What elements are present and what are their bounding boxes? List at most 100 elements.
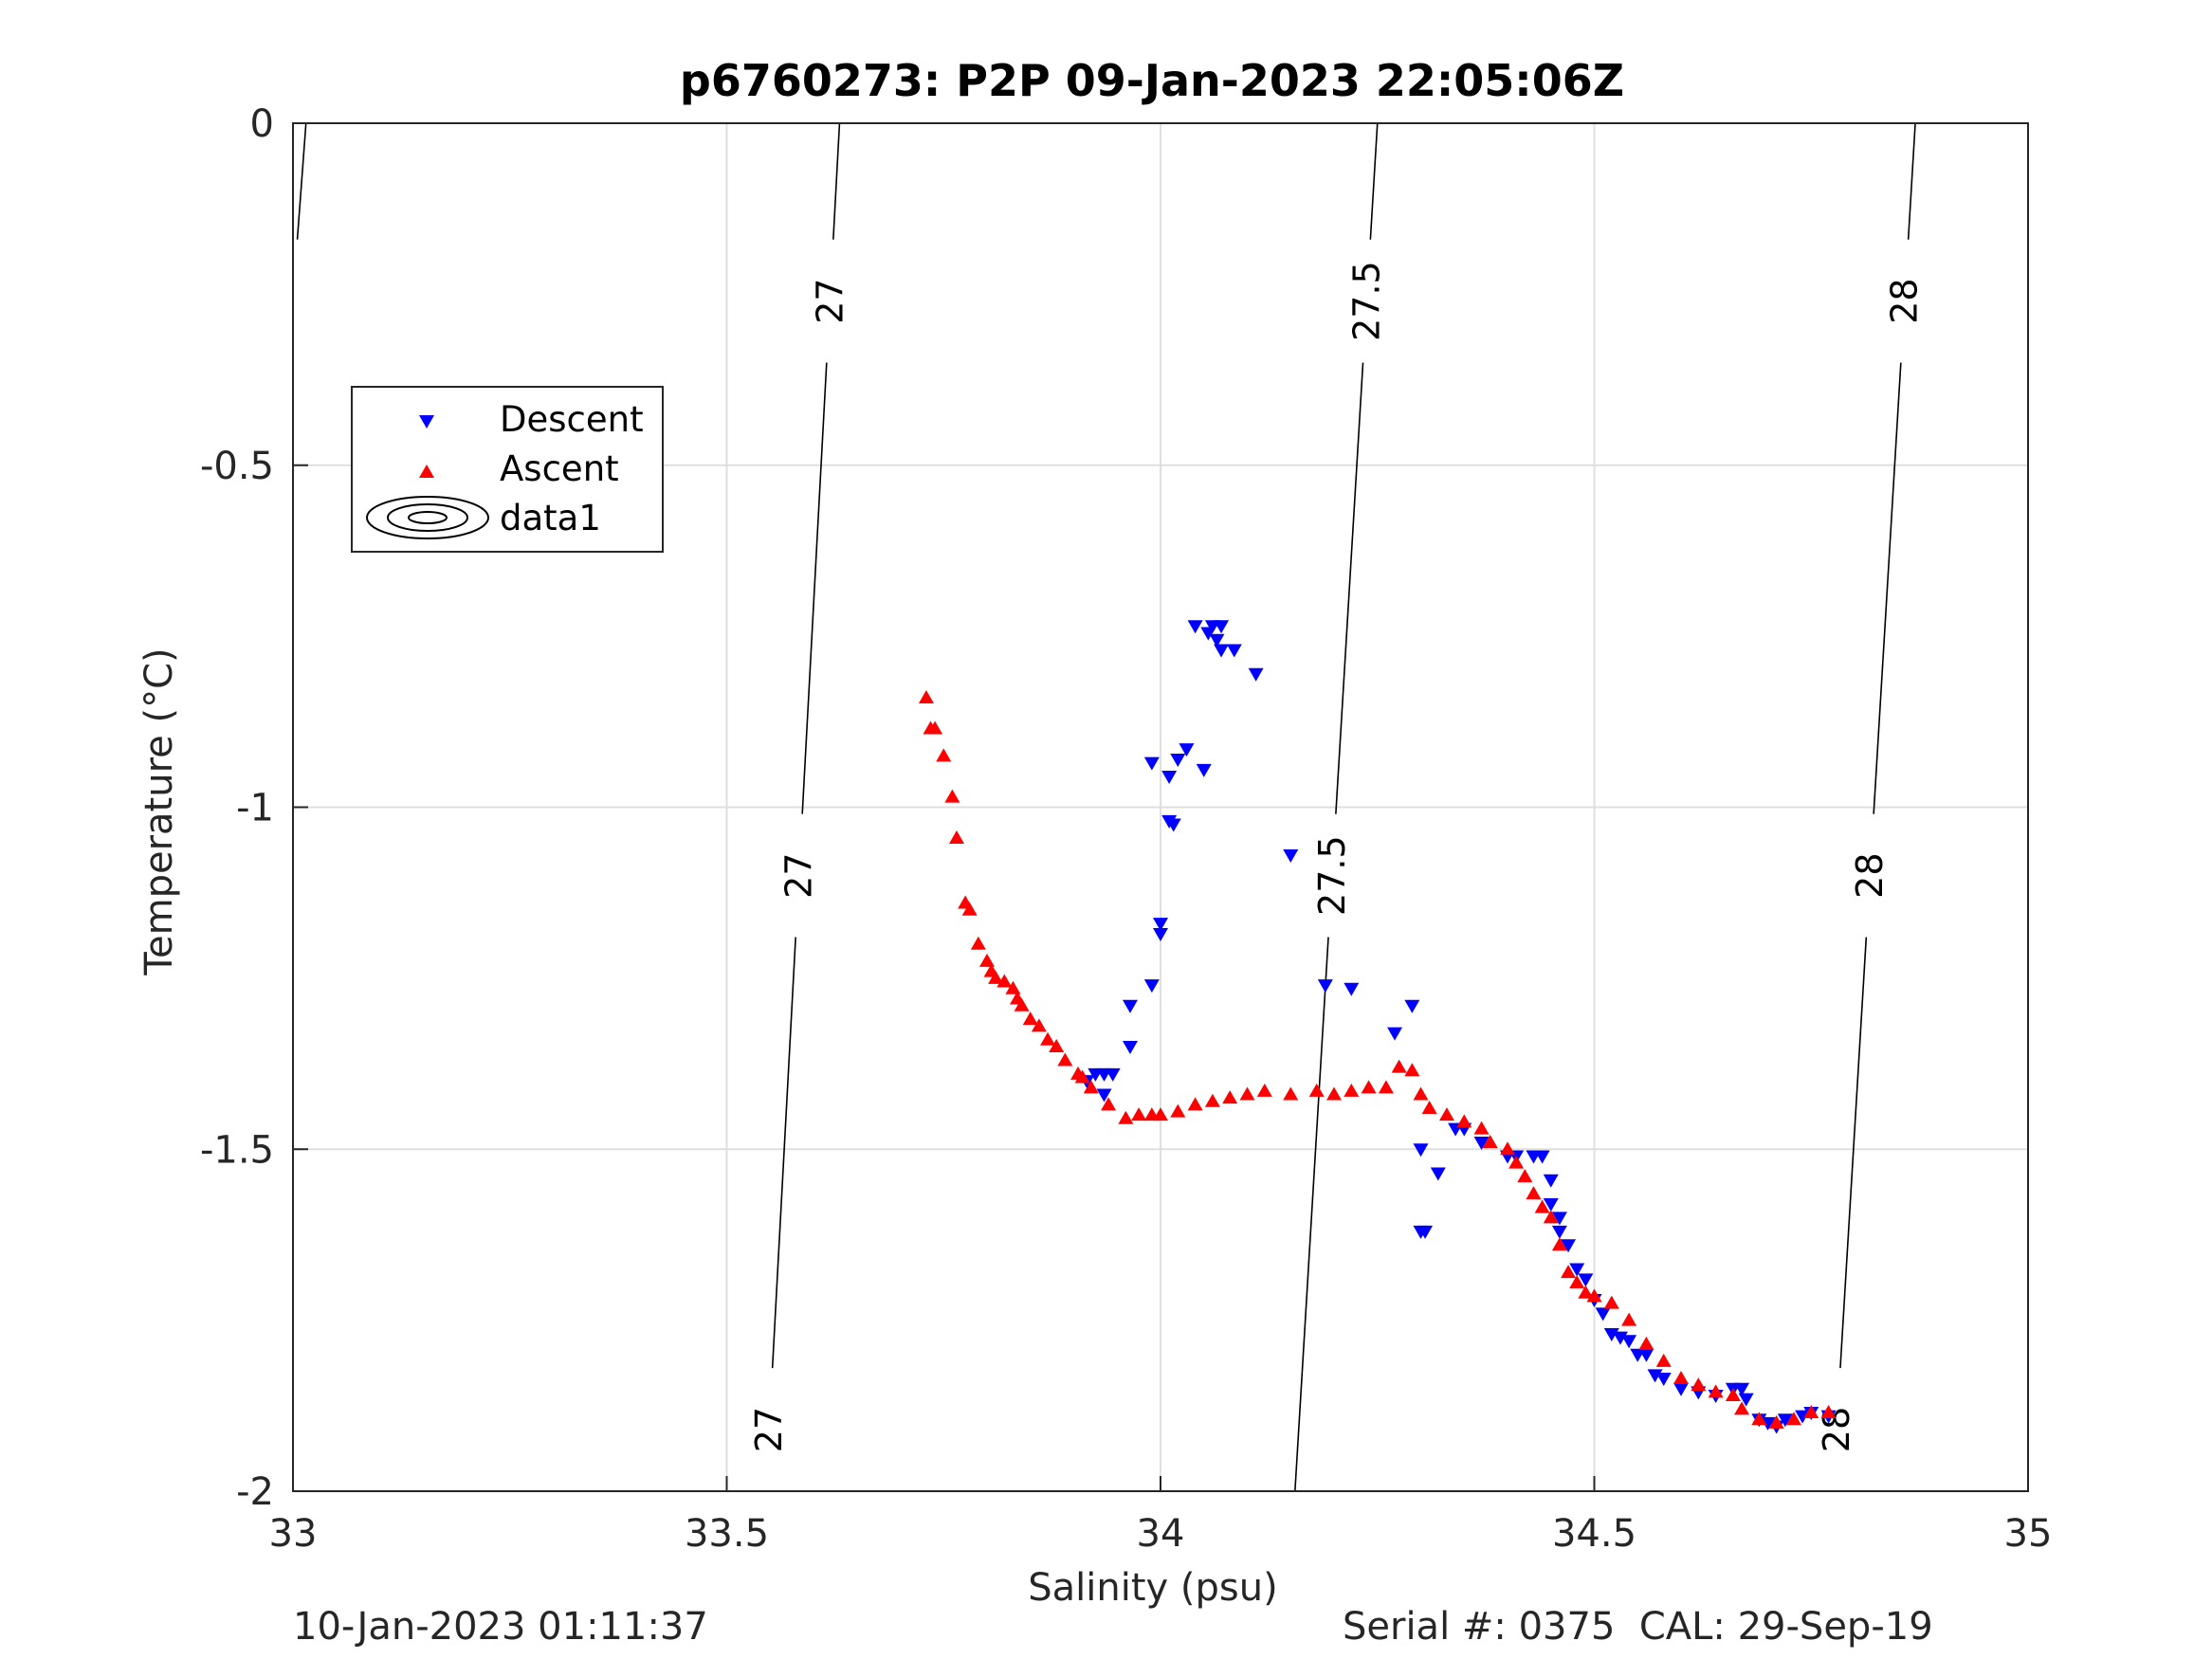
footer-timestamp: 10-Jan-2023 01:11:37: [293, 1605, 708, 1649]
isopycnal-line: [1907, 122, 1916, 240]
descent-point: [1612, 1331, 1628, 1345]
descent-point: [1595, 1307, 1611, 1322]
ascent-point: [1131, 1107, 1147, 1121]
descent-point: [1214, 620, 1230, 634]
descent-point: [1534, 1150, 1550, 1164]
descent-point: [1777, 1413, 1793, 1428]
ascent-point: [1655, 1353, 1672, 1367]
ascent-point: [1691, 1377, 1707, 1392]
isopycnal-line: [801, 362, 828, 814]
x-axis-label: Salinity (psu): [1028, 1566, 1277, 1610]
ascent-point: [1751, 1412, 1767, 1426]
ascent-point: [961, 902, 978, 916]
ascent-point: [936, 748, 952, 762]
isopycnal-label: 27.5: [1345, 261, 1387, 341]
legend-ascent-label[interactable]: Ascent: [500, 448, 619, 489]
ascent-point: [1500, 1141, 1515, 1156]
descent-point: [1430, 1167, 1446, 1181]
legend-data1-label[interactable]: data1: [500, 498, 601, 538]
descent-point: [1569, 1263, 1585, 1277]
descent-point: [1473, 1137, 1490, 1151]
ascent-point: [1561, 1265, 1577, 1279]
ascent-point: [1049, 1039, 1065, 1053]
ascent-point: [1768, 1414, 1784, 1429]
ascent-point: [1638, 1336, 1654, 1350]
ascent-point: [1170, 1103, 1186, 1118]
ascent-point: [1022, 1012, 1038, 1026]
ascent-point: [1040, 1031, 1056, 1046]
descent-point: [1578, 1273, 1594, 1287]
isopycnal-line: [771, 937, 796, 1369]
descent-point: [1187, 620, 1203, 634]
isopycnal-edge-line: [296, 122, 307, 240]
descent-point: [1734, 1382, 1750, 1396]
descent-point: [1105, 1067, 1121, 1082]
descent-point: [1387, 1027, 1403, 1041]
ascent-point: [1438, 1107, 1454, 1121]
descent-point: [1165, 818, 1181, 832]
legend-contour-icon: [366, 496, 489, 539]
descent-point: [1561, 1239, 1577, 1253]
x-tick-label: 33: [269, 1512, 318, 1556]
descent-point: [1161, 771, 1178, 785]
y-tick-label: -1: [236, 787, 274, 830]
ascent-point: [1785, 1412, 1801, 1426]
ascent-point: [1482, 1135, 1498, 1149]
isopycnal-label: 28: [1816, 1407, 1857, 1452]
ascent-point: [1204, 1093, 1220, 1107]
descent-point: [1200, 627, 1216, 641]
ascent-point: [1014, 997, 1030, 1012]
descent-point: [1551, 1225, 1567, 1239]
ascent-point: [927, 720, 943, 735]
ascent-point: [1708, 1384, 1724, 1398]
ascent-point: [1308, 1083, 1325, 1097]
ascent-point: [1569, 1274, 1585, 1288]
x-tick-label: 34: [1137, 1512, 1185, 1556]
ascent-point: [1083, 1080, 1099, 1094]
descent-point: [1143, 757, 1160, 771]
descent-point: [1404, 999, 1420, 1013]
ascent-point: [1344, 1083, 1360, 1097]
y-tick-label: -0.5: [200, 445, 274, 488]
isopycnal-label: 28: [1849, 852, 1891, 898]
isopycnal-line: [1873, 362, 1902, 814]
ascent-point: [1551, 1237, 1567, 1251]
ascent-point: [1534, 1199, 1550, 1213]
legend: Descent Ascent data1: [351, 386, 664, 553]
descent-point: [1647, 1369, 1663, 1383]
descent-point: [1153, 918, 1168, 932]
y-axis-label: Temperature (°C): [137, 647, 181, 975]
ascent-point: [918, 690, 934, 704]
ascent-point: [1187, 1097, 1203, 1111]
descent-point: [1655, 1372, 1672, 1386]
ascent-point: [1222, 1090, 1238, 1104]
ascent-point: [1517, 1169, 1533, 1183]
descent-point: [1621, 1335, 1637, 1349]
ascent-point: [1421, 1100, 1437, 1114]
ascent-point: [1586, 1288, 1602, 1303]
isopycnal-label: 27: [748, 1407, 790, 1452]
legend-descent-label[interactable]: Descent: [500, 399, 644, 440]
isopycnal-label: 27: [809, 278, 850, 323]
isopycnal-line: [1335, 362, 1364, 814]
ascent-point: [1239, 1086, 1255, 1101]
isopycnal-line: [1294, 937, 1329, 1492]
isopycnal-line: [1839, 937, 1868, 1369]
ascent-point: [1101, 1097, 1117, 1111]
ascent-point: [1456, 1114, 1472, 1128]
ascent-point: [1725, 1387, 1741, 1401]
ascent-point: [1326, 1086, 1342, 1101]
descent-point: [1543, 1174, 1559, 1188]
chart-title: p6760273: P2P 09-Jan-2023 22:05:06Z: [680, 55, 1624, 106]
ascent-point: [944, 789, 960, 803]
ascent-point: [1508, 1155, 1525, 1169]
ascent-point: [1005, 980, 1021, 994]
descent-point: [1673, 1382, 1689, 1396]
ascent-point: [1404, 1063, 1420, 1077]
descent-point: [1122, 1041, 1138, 1055]
ascent-point: [1031, 1018, 1047, 1032]
ascent-point: [1473, 1121, 1490, 1135]
descent-point: [1543, 1197, 1559, 1212]
descent-point: [1738, 1393, 1754, 1407]
